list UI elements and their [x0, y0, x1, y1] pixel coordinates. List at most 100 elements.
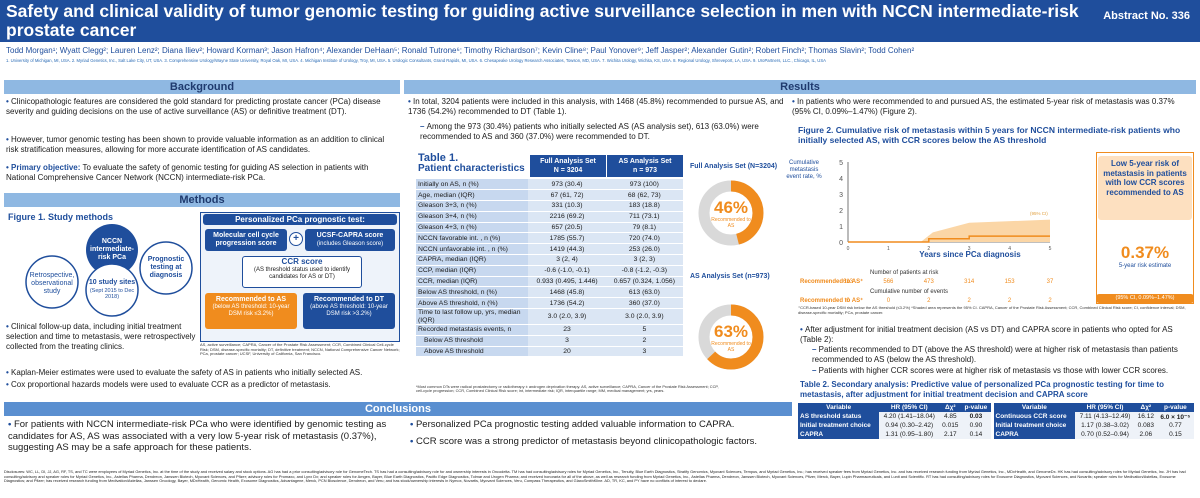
at-risk-value: 2: [1007, 298, 1012, 304]
rec-as-box: Recommended to AS (below AS threshold: 1…: [205, 293, 297, 329]
at-risk-value: 2: [967, 298, 971, 304]
cell: 973 (30.4): [528, 179, 606, 191]
sites-dates: (Sept 2015 to Dec 2018): [89, 288, 135, 300]
rec-as-label: Recommended to AS: [215, 296, 287, 303]
donut-2-pct: 63%: [713, 322, 749, 341]
row-label: CAPRA, median (IQR): [416, 254, 529, 266]
cell: 613 (63.0): [605, 286, 683, 299]
table-row: CAPRA, median (IQR) 3 (2, 4) 3 (2, 3): [416, 254, 683, 266]
row-label: Gleason 3+4, n (%): [416, 211, 529, 223]
cell: 0.70 (0.52–0.94): [1075, 430, 1135, 439]
abstract-number: Abstract No. 336: [1103, 10, 1190, 22]
table-row: NCCN favorable int. , n (%) 1785 (55.7) 72…: [416, 232, 683, 245]
cell: 711 (73.1): [605, 211, 683, 223]
plus-icon: +: [289, 232, 303, 246]
table-row: Age, median (IQR) 67 (61, 72) 68 (62, 73): [416, 189, 683, 202]
row-label: Initial treatment choice: [990, 421, 1076, 430]
table-1-subtitle: Patient characteristics: [418, 163, 525, 174]
methods-footnote: AS, active surveillance; CAPRA, Cancer o…: [200, 342, 400, 357]
methods-bullet-3: • Cox proportional hazards models were u…: [6, 380, 331, 389]
table-row: Recorded metastasis events, n 23 5: [416, 324, 683, 336]
risk-row-label: Recommended to AS⁺: [800, 279, 864, 285]
at-risk-value: 314: [964, 279, 975, 285]
at-risk-value: 153: [1004, 279, 1015, 285]
ccr-label: CCR score: [281, 257, 323, 266]
cell: -0.8 (-1.2, -0.3): [605, 265, 683, 277]
study-methods-diagram: [25, 224, 193, 317]
conclusions-heading: Conclusions: [4, 402, 792, 416]
ccr-box: CCR score (AS threshold status used to i…: [242, 256, 362, 288]
capra-label: UCSF-CAPRA score: [316, 232, 384, 239]
cell: 183 (18.8): [605, 200, 683, 212]
results-heading: Results: [404, 80, 1196, 94]
conclusion-1: • For patients with NCCN intermediate-ri…: [8, 419, 387, 453]
row-label: CAPRA: [798, 430, 880, 439]
cell: 3 (2, 3): [605, 254, 683, 266]
conclusion-2: • Personalized PCa prognostic testing ad…: [410, 419, 735, 430]
events-row-label: Recommended to AS⁺: [800, 298, 864, 304]
author-list: Todd Morgan¹; Wyatt Clegg²; Lauren Lenz²…: [6, 46, 915, 55]
results-bullet-4: • After adjustment for initial treatment…: [800, 325, 1173, 344]
cell: 23: [528, 324, 606, 336]
callout-text: Low 5-year risk of metastasis in patient…: [1098, 156, 1192, 220]
donut-2-label: AS Analysis Set (n=973): [690, 273, 770, 280]
row-label: Continuous CCR score: [990, 412, 1076, 421]
table-row: CCR, median (IQR) 0.933 (0.495, 1.446) 0.6…: [416, 276, 683, 288]
at-risk-value: 0: [886, 298, 891, 304]
row-label: Below AS threshold, n (%): [416, 286, 529, 299]
table-row: Time to last follow up, yrs, median (IQR…: [416, 308, 683, 326]
figure-1-title: Figure 1. Study methods: [8, 212, 114, 222]
at-risk-value: 2: [927, 298, 931, 304]
cell: 0.657 (0.324, 1.056): [605, 276, 683, 288]
figure-2-footnote: ⁺CCR-based 10-year DSM risk below the AS…: [798, 305, 1186, 315]
nccn-label: NCCN intermediate-risk PCa: [90, 238, 134, 261]
cell: 253 (26.0): [605, 243, 683, 256]
cell: 0.933 (0.495, 1.446): [528, 276, 606, 288]
cell: 331 (10.3): [528, 200, 606, 212]
sites-circle: [85, 263, 139, 317]
at-risk-label: Number of patients at risk: [870, 270, 939, 276]
cell: 3: [528, 335, 606, 347]
methods-bullet-1: • Clinical follow-up data, including ini…: [6, 322, 196, 351]
y-tick-label: 1: [839, 224, 843, 231]
nccn-circle: [86, 224, 138, 276]
cell: -0.6 (-1.0, -0.1): [528, 265, 606, 277]
y-tick-label: 4: [839, 176, 843, 183]
events-label: Cumulative number of events: [870, 289, 949, 295]
t1-col2-head: AS Analysis Set n = 973: [607, 155, 683, 177]
ccr-sub: (AS threshold status used to identify ca…: [253, 267, 351, 280]
y-tick-label: 3: [839, 192, 843, 199]
study-label: Retrospective, observational study: [29, 272, 75, 295]
table-row: Below AS threshold 3 2: [416, 335, 683, 347]
cell: 2.06: [1134, 430, 1157, 439]
donut-1-label: Full Analysis Set (N=3204): [690, 163, 778, 170]
results-bullet-3: • In patients who were recommended to an…: [792, 97, 1175, 116]
capra-sub: (includes Gleason score): [316, 241, 384, 247]
background-bullet-1: • Clinicopathologic features are conside…: [6, 97, 381, 116]
cell: 16.12: [1134, 412, 1157, 421]
table-row: Gleason 3+3, n (%) 331 (10.3) 183 (18.8): [416, 200, 683, 212]
donut-arc: [698, 180, 764, 246]
at-risk-value: 0: [846, 298, 850, 304]
x-tick-label: 1: [887, 246, 890, 252]
table-row: Below AS threshold, n (%) 1468 (45.8) 613 …: [416, 286, 683, 299]
table-row: Initial treatment choice 0.94 (0.30–2.42)…: [798, 421, 1194, 430]
test-title: Personalized PCa prognostic test:: [203, 214, 397, 225]
mcc-box: Molecular cell cycle progression score: [205, 229, 287, 251]
table-row: Above AS threshold 20 3: [416, 346, 683, 358]
donut-1-chart: [698, 180, 764, 246]
cell: 2: [605, 335, 683, 347]
disclosures: Disclosures: WC, LL, DI, JJ, AG, RF, TS,…: [4, 470, 1186, 484]
column-header: Variable: [798, 403, 880, 412]
cell: 1468 (45.8): [528, 286, 606, 299]
cell: 1.17 (0.38–3.02): [1075, 421, 1135, 430]
testing-circle: [139, 241, 193, 295]
x-tick-label: 5: [1049, 246, 1052, 252]
cell: 2216 (69.2): [528, 211, 606, 223]
row-label: Gleason 4+3, n (%): [416, 222, 529, 234]
rec-dt-sub: (above AS threshold: 10-year DSM risk >3…: [310, 304, 388, 317]
table-1: Initially on AS, n (%) 973 (30.4) 973 (100…: [416, 179, 683, 358]
cell: 0.77: [1156, 421, 1194, 430]
donut-1-pct: 46%: [713, 198, 749, 217]
